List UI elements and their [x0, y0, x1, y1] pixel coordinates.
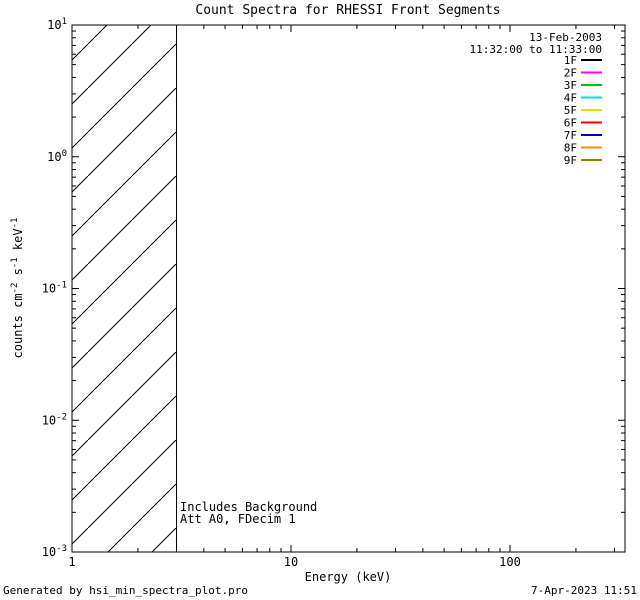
obs-date: 13-Feb-2003	[529, 31, 602, 44]
y-tick-label: 10-1	[42, 281, 67, 296]
chart-title: Count Spectra for RHESSI Front Segments	[195, 3, 500, 18]
legend-label-4F: 4F	[564, 92, 577, 105]
footer-generator: Generated by hsi_min_spectra_plot.pro	[3, 584, 248, 597]
y-tick-label: 10-3	[42, 544, 67, 559]
x-axis-label: Energy (keV)	[305, 570, 392, 584]
legend-label-3F: 3F	[564, 79, 577, 92]
legend-label-2F: 2F	[564, 67, 577, 80]
background-hatch-region	[72, 25, 177, 552]
y-tick-label: 101	[47, 17, 67, 32]
y-axis-label: counts cm-2 s-1 keV-1	[10, 218, 25, 359]
y-tick-label: 100	[47, 149, 67, 164]
note-includes-background: Includes Background	[180, 500, 317, 514]
legend-label-7F: 7F	[564, 129, 577, 142]
y-axis-label-text: counts cm-2 s-1 keV-1	[10, 218, 25, 359]
legend-label-9F: 9F	[564, 154, 577, 167]
legend-label-8F: 8F	[564, 142, 577, 155]
x-tick-label: 1	[68, 555, 75, 569]
x-tick-label: 10	[284, 555, 298, 569]
legend-label-1F: 1F	[564, 54, 577, 67]
note-attenuator-state: Att A0, FDecim 1	[180, 512, 296, 526]
y-tick-label: 10-2	[42, 412, 67, 427]
legend-label-5F: 5F	[564, 104, 577, 117]
x-tick-label: 100	[499, 555, 521, 569]
axis-ticks: 1 10 100 101 100 10-1 10-2 10-3	[42, 17, 625, 569]
legend-label-6F: 6F	[564, 117, 577, 130]
obs-time-range: 11:32:00 to 11:33:00	[470, 43, 602, 56]
footer-datetime: 7-Apr-2023 11:51	[531, 584, 637, 597]
